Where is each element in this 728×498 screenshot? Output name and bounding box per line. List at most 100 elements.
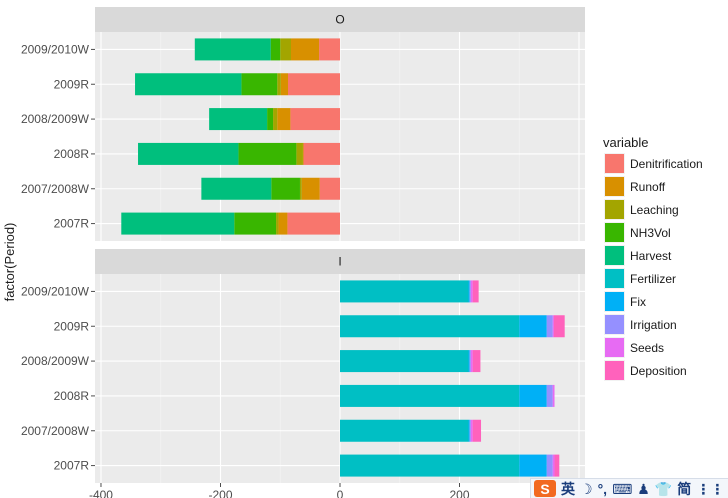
y-tick-label: 2007/2008W: [21, 182, 90, 196]
bar-segment: [238, 142, 297, 165]
bar-segment: [552, 384, 555, 407]
y-tick-label: 2009R: [54, 77, 90, 91]
x-tick-label: 200: [449, 488, 469, 498]
bar-segment: [553, 315, 565, 338]
legend-key-swatch: [605, 315, 624, 334]
bar-segment: [277, 73, 281, 96]
legend-label: Fertilizer: [630, 272, 676, 286]
y-tick-label: 2007R: [54, 459, 90, 473]
bar-segment: [271, 177, 300, 200]
bar-segment: [280, 38, 291, 61]
bar-segment: [291, 38, 320, 61]
legend-label: Irrigation: [630, 318, 677, 332]
ime-toolbar-item[interactable]: ⌨: [612, 480, 633, 497]
legend-key-swatch: [605, 223, 624, 242]
legend-title: variable: [603, 135, 649, 150]
bar-segment: [273, 108, 278, 131]
legend-key-swatch: [605, 269, 624, 288]
bar-segment: [468, 350, 470, 373]
bar-segment: [546, 315, 553, 338]
ime-toolbar-item[interactable]: 简: [677, 480, 692, 497]
bar-segment: [280, 73, 289, 96]
legend-label: Harvest: [630, 249, 672, 263]
bar-segment: [472, 419, 482, 442]
facet-panel: O: [95, 7, 585, 241]
bar-segment: [340, 350, 469, 373]
x-tick-label: -200: [208, 488, 232, 498]
bar-segment: [209, 108, 268, 131]
bar-segment: [201, 177, 272, 200]
ime-toolbar-item[interactable]: 👕: [654, 480, 673, 497]
bar-segment: [288, 73, 340, 96]
bar-segment: [234, 212, 277, 235]
bar-segment: [241, 73, 278, 96]
bar-segment: [468, 280, 470, 303]
ime-toolbar-item[interactable]: °,: [597, 480, 608, 497]
legend-label: Fix: [630, 295, 646, 309]
bar-segment: [340, 315, 520, 338]
legend-label: Leaching: [630, 203, 679, 217]
legend-key-swatch: [605, 292, 624, 311]
ime-toolbar-item[interactable]: ♟: [637, 480, 650, 497]
facet-strip-label: O: [335, 13, 344, 27]
legend-label: Runoff: [630, 180, 666, 194]
y-tick-label: 2009/2010W: [21, 42, 90, 56]
legend-key-swatch: [605, 154, 624, 173]
legend: variable Denitrification Runoff Leaching NH…: [603, 135, 703, 381]
legend-key-swatch: [605, 200, 624, 219]
x-tick-label: -400: [89, 488, 113, 498]
bar-segment: [301, 177, 320, 200]
ime-toolbar-item[interactable]: ☽: [580, 480, 593, 497]
bar-segment: [138, 142, 239, 165]
y-tick-label: 2008/2009W: [21, 354, 90, 368]
bar-segment: [270, 38, 281, 61]
legend-label: Seeds: [630, 341, 664, 355]
bar-segment: [299, 177, 302, 200]
y-axis-title: factor(Period): [2, 223, 17, 302]
legend-label: Denitrification: [630, 157, 703, 171]
sogou-logo-icon[interactable]: S: [534, 480, 556, 497]
facet-strip: [95, 7, 585, 32]
bar-segment: [121, 212, 235, 235]
bar-segment: [278, 212, 288, 235]
bar-segment: [135, 73, 242, 96]
y-tick-label: 2007R: [54, 217, 90, 231]
bar-segment: [276, 212, 279, 235]
bar-segment: [340, 384, 520, 407]
bar-segment: [470, 280, 473, 303]
bar-segment: [472, 350, 481, 373]
x-tick-label: 0: [337, 488, 344, 498]
bar-segment: [319, 177, 340, 200]
bar-segment: [546, 454, 553, 477]
bar-segment: [267, 108, 274, 131]
bar-segment: [290, 108, 340, 131]
bar-segment: [340, 454, 520, 477]
bar-segment: [340, 280, 469, 303]
bar-segment: [277, 108, 291, 131]
ime-toolbar[interactable]: S 英 ☽ °, ⌨ ♟ 👕 简 ⋮⋮: [530, 478, 728, 498]
bar-segment: [469, 350, 471, 373]
bar-segment: [554, 454, 560, 477]
legend-key-swatch: [605, 246, 624, 265]
y-tick-label: 2008R: [54, 389, 90, 403]
bar-segment: [296, 142, 303, 165]
facet-strip-label: I: [338, 255, 341, 269]
bar-segment: [470, 350, 473, 373]
bar-segment: [519, 315, 547, 338]
y-tick-label: 2007/2008W: [21, 424, 90, 438]
facet-strip: [95, 249, 585, 274]
bar-segment: [469, 280, 471, 303]
bar-segment: [303, 142, 340, 165]
facet-panel: I: [95, 249, 585, 483]
bar-segment: [287, 212, 340, 235]
y-tick-label: 2009R: [54, 319, 90, 333]
bar-segment: [552, 454, 555, 477]
ime-toolbar-item[interactable]: ⋮⋮: [696, 480, 725, 497]
bar-segment: [194, 38, 271, 61]
bar-segment: [340, 419, 469, 442]
legend-key-swatch: [605, 361, 624, 380]
ime-toolbar-item[interactable]: 英: [561, 480, 575, 497]
bar-segment: [469, 419, 471, 442]
bar-segment: [519, 384, 547, 407]
